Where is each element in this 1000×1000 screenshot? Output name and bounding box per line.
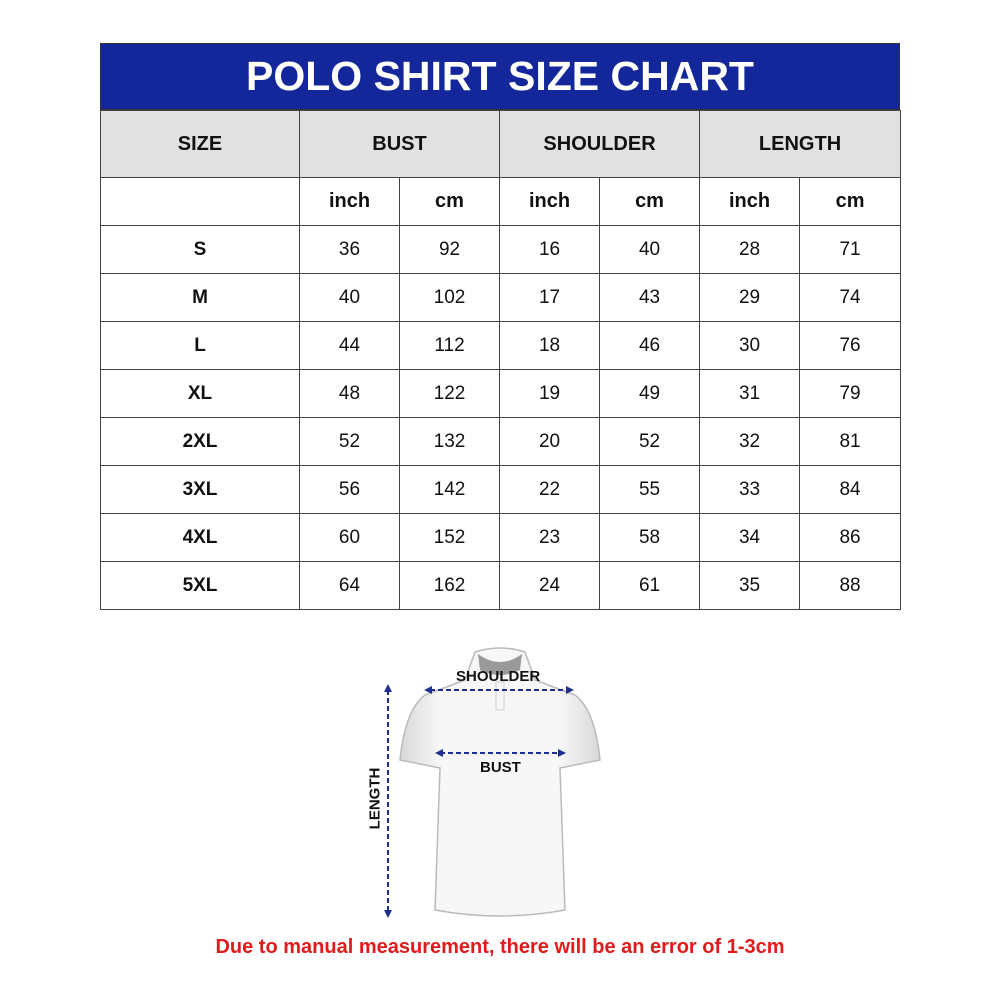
length-label: LENGTH — [366, 767, 384, 830]
value-cell: 122 — [398, 369, 501, 418]
value-cell: 55 — [599, 465, 701, 514]
value-cell: 71 — [799, 225, 902, 274]
header-bust: BUST — [298, 110, 501, 178]
size-cell: 2XL — [100, 417, 300, 466]
value-cell: 52 — [299, 417, 400, 466]
value-cell: 88 — [799, 561, 902, 610]
value-cell: 43 — [599, 273, 701, 322]
header-size: SIZE — [100, 110, 300, 178]
value-cell: 23 — [499, 513, 601, 562]
measurement-note: Due to manual measurement, there will be… — [215, 936, 785, 958]
value-cell: 35 — [699, 561, 801, 610]
value-cell: 28 — [699, 225, 801, 274]
size-cell: 3XL — [100, 465, 300, 514]
chart-title: POLO SHIRT SIZE CHART — [100, 43, 900, 110]
size-cell: S — [100, 225, 300, 274]
value-cell: 20 — [499, 417, 601, 466]
value-cell: 56 — [299, 465, 400, 514]
unit-cell: inch — [299, 177, 400, 226]
table-row: XL 48 122 19 49 31 79 — [100, 369, 902, 418]
value-cell: 52 — [599, 417, 701, 466]
unit-cell: cm — [799, 177, 902, 226]
table-row: S 36 92 16 40 28 71 — [100, 225, 902, 274]
size-cell: 5XL — [100, 561, 300, 610]
unit-row: inch cm inch cm inch cm — [100, 177, 902, 226]
value-cell: 132 — [398, 417, 501, 466]
value-cell: 32 — [699, 417, 801, 466]
value-cell: 46 — [599, 321, 701, 370]
value-cell: 16 — [499, 225, 601, 274]
size-cell: XL — [100, 369, 300, 418]
value-cell: 92 — [398, 225, 501, 274]
value-cell: 81 — [799, 417, 902, 466]
value-cell: 61 — [599, 561, 701, 610]
value-cell: 74 — [799, 273, 902, 322]
unit-cell: inch — [699, 177, 801, 226]
value-cell: 31 — [699, 369, 801, 418]
size-cell: 4XL — [100, 513, 300, 562]
table-row: 3XL 56 142 22 55 33 84 — [100, 465, 902, 514]
value-cell: 40 — [299, 273, 400, 322]
size-cell: L — [100, 321, 300, 370]
shirt-diagram: SHOULDER BUST LENGTH — [360, 640, 620, 930]
value-cell: 102 — [398, 273, 501, 322]
value-cell: 86 — [799, 513, 902, 562]
value-cell: 36 — [299, 225, 400, 274]
value-cell: 76 — [799, 321, 902, 370]
value-cell: 30 — [699, 321, 801, 370]
header-length: LENGTH — [699, 110, 902, 178]
unit-cell: cm — [398, 177, 501, 226]
value-cell: 24 — [499, 561, 601, 610]
header-row: SIZE BUST SHOULDER LENGTH — [100, 110, 902, 178]
shoulder-label: SHOULDER — [456, 668, 541, 685]
value-cell: 17 — [499, 273, 601, 322]
table-row: 5XL 64 162 24 61 35 88 — [100, 561, 902, 610]
value-cell: 19 — [499, 369, 601, 418]
value-cell: 44 — [299, 321, 400, 370]
bust-label: BUST — [480, 759, 521, 776]
unit-cell: inch — [499, 177, 601, 226]
table-row: L 44 112 18 46 30 76 — [100, 321, 902, 370]
value-cell: 49 — [599, 369, 701, 418]
table-row: 2XL 52 132 20 52 32 81 — [100, 417, 902, 466]
table-row: 4XL 60 152 23 58 34 86 — [100, 513, 902, 562]
unit-cell: cm — [599, 177, 701, 226]
value-cell: 34 — [699, 513, 801, 562]
value-cell: 64 — [299, 561, 400, 610]
value-cell: 60 — [299, 513, 400, 562]
value-cell: 40 — [599, 225, 701, 274]
value-cell: 33 — [699, 465, 801, 514]
value-cell: 22 — [499, 465, 601, 514]
value-cell: 58 — [599, 513, 701, 562]
value-cell: 29 — [699, 273, 801, 322]
value-cell: 79 — [799, 369, 902, 418]
value-cell: 84 — [799, 465, 902, 514]
value-cell: 112 — [398, 321, 501, 370]
table-row: M 40 102 17 43 29 74 — [100, 273, 902, 322]
polo-shirt-icon — [384, 647, 601, 918]
value-cell: 48 — [299, 369, 400, 418]
empty-cell — [100, 177, 300, 226]
value-cell: 142 — [398, 465, 501, 514]
value-cell: 18 — [499, 321, 601, 370]
value-cell: 152 — [398, 513, 501, 562]
size-cell: M — [100, 273, 300, 322]
value-cell: 162 — [398, 561, 501, 610]
size-table: SIZE BUST SHOULDER LENGTH inch cm inch cm in… — [100, 110, 902, 610]
header-shoulder: SHOULDER — [499, 110, 701, 178]
